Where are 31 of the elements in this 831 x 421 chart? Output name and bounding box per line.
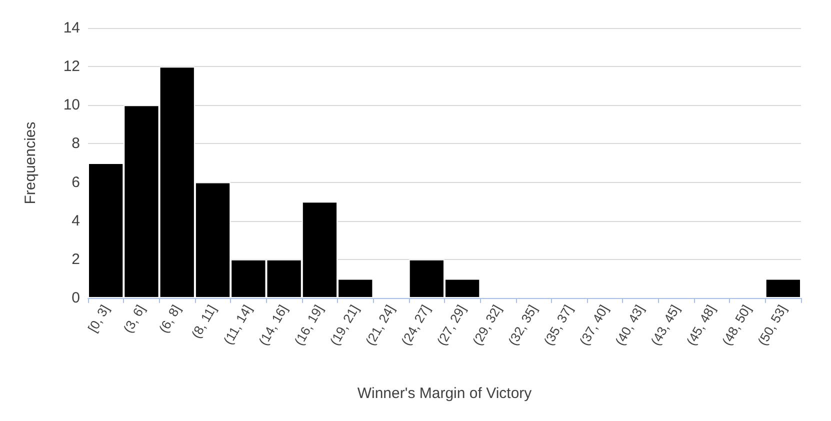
x-tick-label: (19, 21]	[326, 302, 362, 348]
x-tick-label: (43, 45]	[648, 302, 683, 348]
x-tick-label: (6, 8]	[156, 302, 184, 336]
y-tick-label: 14	[63, 20, 80, 36]
x-tick-label: (11, 14]	[220, 302, 255, 348]
y-tick-label: 8	[72, 135, 80, 152]
x-tick-label: (24, 27]	[398, 302, 434, 348]
x-tick-label: (37, 40]	[576, 302, 612, 348]
y-tick-label: 10	[63, 96, 80, 114]
y-tick-label: 6	[72, 174, 80, 191]
x-axis-title: Winner's Margin of Victory	[357, 385, 532, 402]
y-axis-title: Frequencies	[22, 122, 39, 204]
x-tick-label: (16, 19]	[291, 302, 326, 348]
x-tick-label: (35, 37]	[540, 302, 576, 348]
x-tick-label: (14, 16]	[256, 302, 291, 348]
x-tick-label: (27, 29]	[434, 302, 469, 348]
x-tick-label: (48, 50]	[719, 302, 754, 348]
x-tick-label: (8, 11]	[188, 302, 220, 341]
x-tick-label: (21, 24]	[362, 302, 398, 348]
x-tick-label: [0, 3]	[84, 302, 112, 335]
x-tick-label: (45, 48]	[683, 302, 718, 348]
x-tick-label: (50, 53]	[754, 302, 790, 348]
y-tick-label: 12	[63, 58, 80, 76]
bar	[765, 278, 801, 298]
x-tick-label: (40, 43]	[612, 302, 648, 348]
x-tick-label: (29, 32]	[469, 302, 504, 348]
y-tick-label: 0	[72, 290, 80, 306]
x-tick-label: (32, 35]	[505, 302, 540, 348]
x-tick-label: (3, 6]	[120, 302, 148, 336]
y-tick-label: 4	[72, 212, 80, 230]
y-tick-label: 2	[72, 250, 80, 268]
